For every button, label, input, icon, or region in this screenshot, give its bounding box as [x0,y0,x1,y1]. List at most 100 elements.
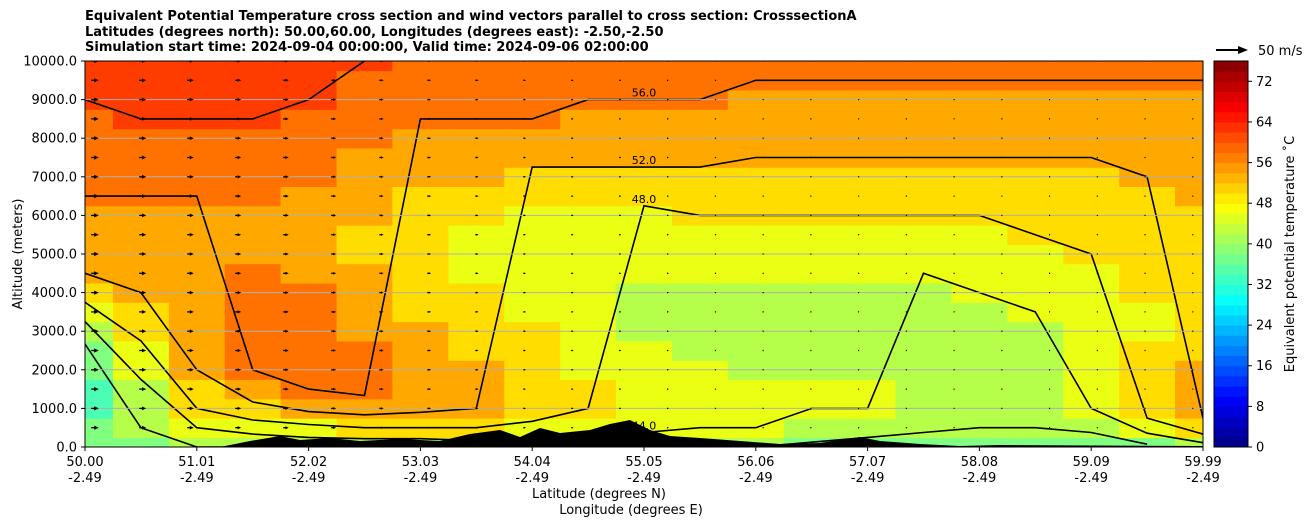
wind-vector-arrow-icon [810,272,812,274]
wind-vector-arrow-icon [619,330,622,332]
theta-e-cell [1063,109,1120,130]
wind-vector-arrow-icon [237,213,242,217]
wind-vector-arrow-icon [763,157,765,158]
theta-e-cell [1119,418,1176,438]
theta-e-cell [1119,225,1176,245]
wind-vector-arrow-icon [189,232,194,237]
wind-vector-arrow-icon [1192,350,1194,351]
wind-vector-arrow-icon [94,406,99,411]
theta-e-cell [839,225,897,245]
contour-label: 48.0 [632,193,657,206]
x-axis-label-latitude: Latitude (degrees N) [532,487,666,502]
theta-e-cell [895,109,952,130]
wind-vector-arrow-icon [285,426,289,430]
wind-vector-arrow-icon [619,369,622,371]
theta-e-cell [1063,379,1120,400]
wind-vector-arrow-icon [1145,388,1146,390]
wind-vector-arrow-icon [189,194,194,198]
colorbar-swatch [1214,81,1248,92]
colorbar-swatch [1214,365,1248,377]
wind-vector-arrow-icon [1097,176,1099,178]
wind-vector-arrow-icon [667,427,669,429]
wind-vector-arrow-icon [381,98,384,101]
colorbar-swatch [1214,243,1248,255]
theta-e-cell [727,379,785,400]
wind-vector-arrow-icon [619,407,622,409]
colorbar-swatch [1214,162,1248,174]
theta-e-cell [504,147,561,168]
theta-e-cell [783,340,841,361]
wind-vector-arrow-icon [1001,292,1003,293]
wind-vector-arrow-icon [572,388,574,390]
theta-e-cell [168,147,226,168]
wind-vector-arrow-icon [476,98,479,101]
wind-vector-arrow-icon [667,330,669,332]
wind-vector-arrow-icon [667,292,669,294]
wind-vector-arrow-icon [237,329,242,333]
wind-vector-arrow-icon [1049,253,1051,255]
theta-e-cell [1007,379,1064,400]
wind-vector-arrow-icon [189,213,194,218]
wind-vector-arrow-icon [858,369,860,371]
wind-vector-arrow-icon [1001,79,1003,81]
wind-vector-arrow-icon [858,330,860,332]
wind-vector-arrow-icon [954,292,956,293]
wind-vector-arrow-icon [619,349,622,352]
colorbar-swatch [1214,375,1248,387]
wind-vector-arrow-icon [1145,369,1146,371]
wind-vector-arrow-icon [524,195,526,197]
wind-vector-arrow-icon [142,387,147,391]
colorbar-swatch [1214,101,1248,113]
wind-vector-arrow-icon [189,348,194,353]
theta-e-cell [1119,147,1176,168]
wind-vector-arrow-icon [285,271,289,275]
theta-e-cell [1063,186,1120,207]
wind-vector-arrow-icon [810,408,812,409]
wind-vector-arrow-icon [810,350,812,351]
colorbar-swatch [1214,345,1248,357]
colorbar-swatch [1214,91,1248,103]
wind-vector-arrow-icon [954,350,956,351]
wind-vector-arrow-icon [428,175,432,178]
wind-vector-arrow-icon [858,253,860,255]
wind-vector-arrow-icon [1001,195,1003,197]
wind-vector-arrow-icon [94,194,99,199]
wind-vector-arrow-icon [142,174,147,179]
theta-e-cell [1175,186,1203,207]
theta-e-cell [895,437,952,447]
wind-vector-arrow-icon [667,253,669,255]
wind-vector-arrow-icon [142,271,147,276]
wind-vector-arrow-icon [954,99,956,100]
wind-vector-arrow-icon [667,195,669,197]
wind-vector-arrow-icon [715,118,717,120]
wind-vector-arrow-icon [1097,99,1099,100]
theta-e-cell [85,147,114,168]
theta-e-cell [895,61,952,72]
wind-vector-arrow-icon [333,233,337,236]
wind-vector-arrow-icon [524,79,526,81]
wind-vector-arrow-icon [954,272,956,274]
wind-vector-arrow-icon [381,272,384,275]
vector-key: 50 m/s [1216,44,1303,59]
wind-vector-arrow-icon [619,388,622,390]
theta-e-cell [895,186,952,207]
theta-e-cell [895,340,952,361]
wind-vector-arrow-icon [715,176,717,178]
theta-e-cell [1063,263,1120,284]
wind-vector-arrow-icon [858,388,860,390]
theta-e-cell [560,263,617,284]
wind-vector-arrow-icon [1049,118,1051,120]
wind-vector-arrow-icon [572,99,574,101]
wind-vector-arrow-icon [810,215,812,216]
wind-vector-arrow-icon [1049,195,1051,197]
theta-e-cell [168,379,226,400]
wind-vector-arrow-icon [667,118,669,120]
wind-vector-arrow-icon [1049,99,1051,100]
theta-e-cell [224,186,282,207]
wind-vector-arrow-icon [858,118,860,120]
theta-e-cell [168,225,226,245]
wind-vector-arrow-icon [428,426,432,429]
wind-vector-arrow-icon [285,117,289,121]
wind-vector-arrow-icon [763,311,765,313]
wind-vector-arrow-icon [667,311,669,313]
